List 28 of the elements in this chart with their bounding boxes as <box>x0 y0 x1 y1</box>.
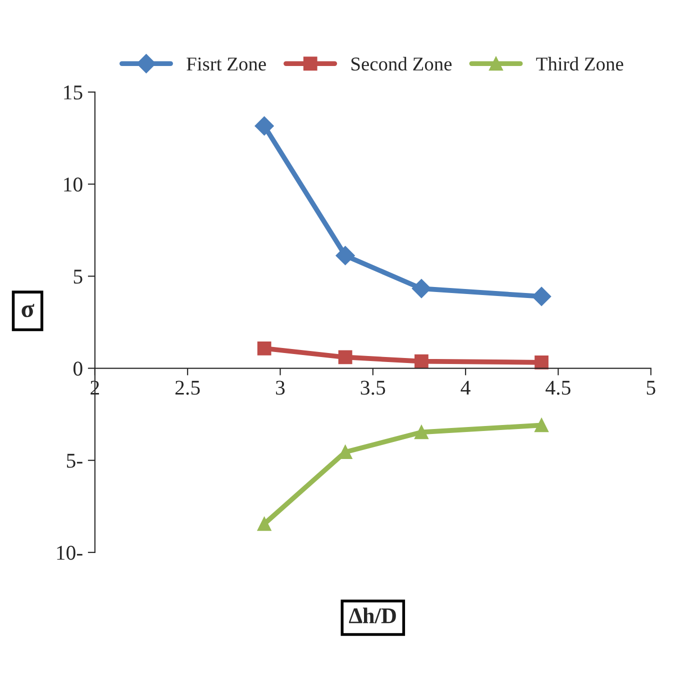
point <box>338 350 352 364</box>
point <box>532 286 552 306</box>
point <box>257 341 272 356</box>
y-tick-label: 10- <box>57 546 82 560</box>
point <box>336 246 355 266</box>
y-tick-label: 5- <box>66 454 82 468</box>
x-tick-label: 5 <box>646 380 656 395</box>
point <box>412 279 431 298</box>
point <box>414 354 428 368</box>
y-tick-label: 15 <box>64 86 82 100</box>
point <box>254 116 274 136</box>
legend-label: Second Zone <box>351 56 452 71</box>
y-tick-label: 0 <box>73 362 82 376</box>
y-tick-label: 10 <box>64 178 82 192</box>
point <box>414 425 428 440</box>
point <box>257 516 272 531</box>
x-axis-title: ∆h/D <box>348 608 396 624</box>
y-axis-title: σ <box>22 304 34 318</box>
x-tick-label: 2.5 <box>175 380 200 395</box>
legend-label: Third Zone <box>536 56 624 71</box>
x-tick-label: 4 <box>460 380 470 395</box>
point <box>534 418 548 432</box>
x-tick-label: 4.5 <box>546 380 570 395</box>
point <box>534 355 548 370</box>
x-tick-label: 3.5 <box>360 380 386 395</box>
x-tick-label: 3 <box>276 380 285 395</box>
y-tick-label: 5 <box>74 270 82 284</box>
legend-label: Fisrt Zone <box>186 58 266 71</box>
